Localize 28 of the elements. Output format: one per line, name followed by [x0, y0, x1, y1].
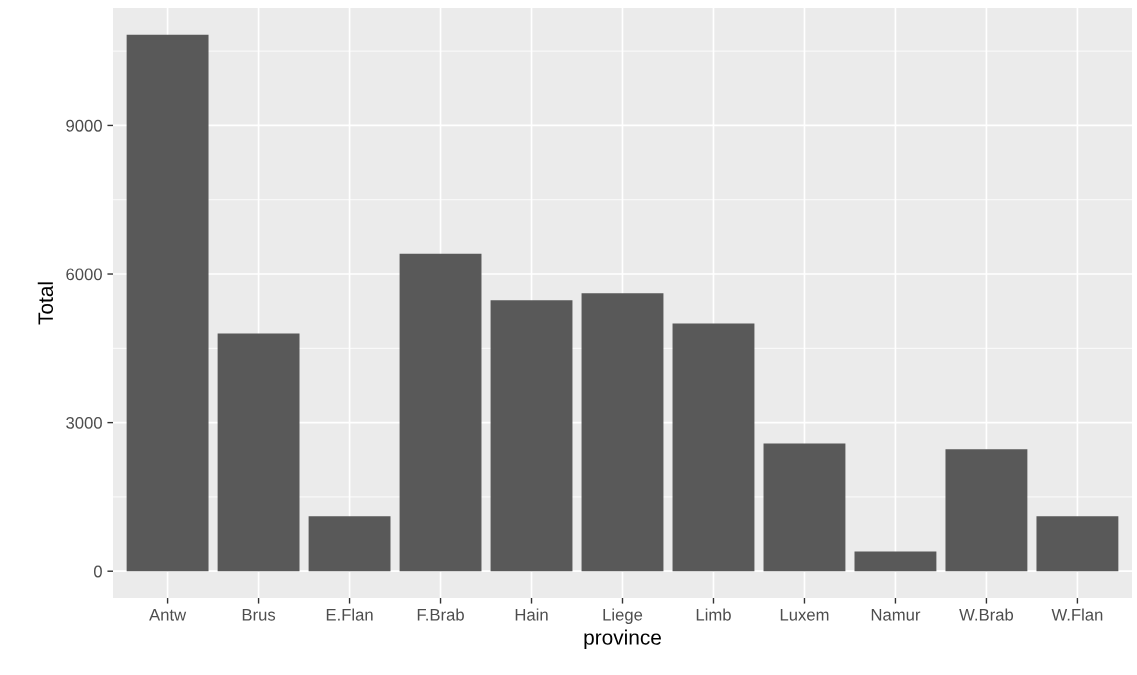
y-axis-title: Total	[37, 282, 54, 325]
bar	[490, 300, 573, 572]
x-tick-label: Hain	[515, 608, 548, 621]
y-tick-label: 6000	[66, 268, 102, 281]
x-tick-label: Luxem	[780, 609, 829, 621]
bar	[763, 443, 846, 572]
x-tick-label: E.Flan	[326, 608, 373, 621]
bar	[126, 34, 209, 572]
x-tick-label: Liege	[603, 608, 643, 624]
bar	[217, 333, 300, 572]
x-tick-label: F.Brab	[417, 608, 464, 621]
x-tick-label: Antw	[149, 609, 187, 621]
bar	[308, 516, 391, 572]
bar	[672, 323, 755, 572]
bar	[399, 253, 482, 572]
bar	[945, 449, 1028, 572]
bar	[581, 293, 664, 572]
y-tick-label: 9000	[66, 119, 102, 132]
x-tick-label: Brus	[242, 609, 276, 621]
x-tick-label: Namur	[871, 609, 921, 621]
bar	[1036, 516, 1119, 572]
y-tick-label: 3000	[66, 417, 102, 429]
y-tick-label: 0	[93, 565, 102, 578]
x-tick-label: W.Flan	[1051, 608, 1103, 621]
x-axis-title: province	[584, 629, 661, 649]
x-tick-label: W.Brab	[959, 608, 1014, 621]
bar	[854, 551, 937, 572]
x-tick-label: Limb	[696, 608, 731, 621]
